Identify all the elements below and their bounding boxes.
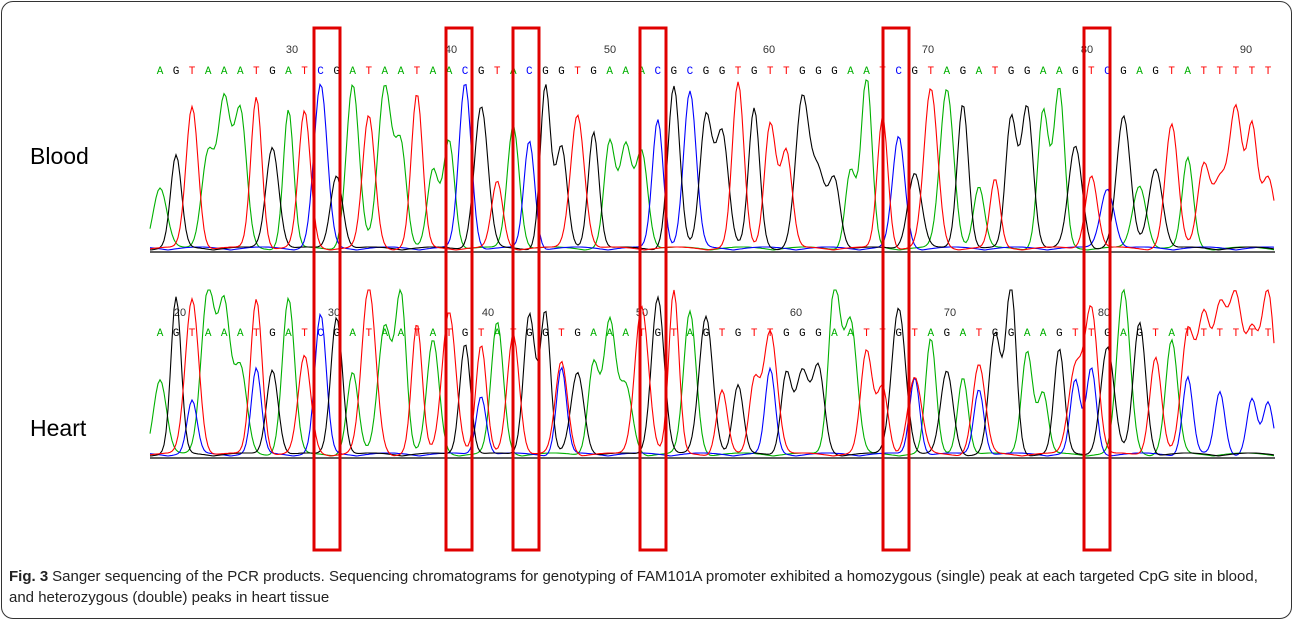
- cpg-highlight: [883, 28, 909, 550]
- position-label: 80: [1098, 307, 1110, 319]
- panel-label: Blood: [30, 143, 89, 169]
- cpg-highlight: [314, 28, 340, 550]
- position-label: 40: [482, 307, 494, 319]
- position-label: 30: [286, 44, 298, 56]
- position-label: 30: [328, 307, 340, 319]
- trace: [150, 80, 1274, 250]
- caption-text: Sanger sequencing of the PCR products. S…: [9, 568, 1258, 606]
- panel-label: Heart: [30, 415, 87, 441]
- position-label: 50: [604, 44, 616, 56]
- figure: Blood Heart 30 40 50 60 70 80 90 AGTAAATGATCGAT…: [0, 0, 1295, 622]
- trace: [150, 84, 1274, 250]
- trace: [150, 82, 1274, 250]
- trace: [150, 84, 1274, 250]
- position-label: 20: [174, 307, 186, 319]
- position-label: 60: [763, 44, 775, 56]
- position-label: 60: [790, 307, 802, 319]
- cpg-highlight: [513, 28, 539, 550]
- cpg-highlight: [640, 28, 666, 550]
- caption-label: Fig. 3: [9, 568, 48, 585]
- position-label: 70: [922, 44, 934, 56]
- position-label: 90: [1240, 44, 1252, 56]
- position-label: 70: [944, 307, 956, 319]
- cpg-highlight: [1084, 28, 1110, 550]
